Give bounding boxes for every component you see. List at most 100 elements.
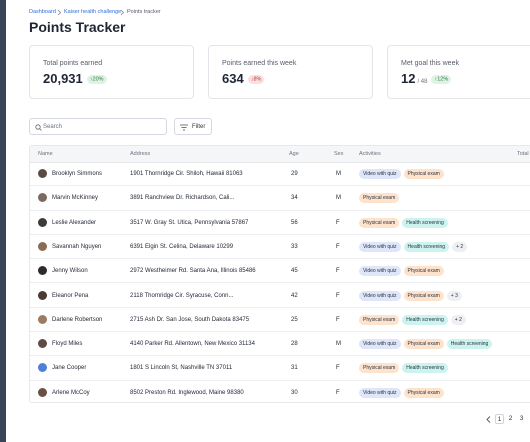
breadcrumb-separator xyxy=(120,9,125,16)
breadcrumb-link[interactable]: Kaiser health challenge xyxy=(64,9,122,15)
name-cell: Leslie Alexander xyxy=(52,219,97,226)
stat-label: Met goal this week xyxy=(401,60,459,67)
name-cell: Floyd Miles xyxy=(52,341,83,348)
avatar xyxy=(38,217,47,227)
column-header: Age xyxy=(289,151,299,157)
sex-cell: M xyxy=(336,171,341,177)
table-row[interactable]: Leslie Alexander 3517 W. Gray St. Utica, … xyxy=(30,211,530,235)
page-number[interactable]: 2 xyxy=(508,415,513,422)
avatar xyxy=(38,241,47,251)
activity-tag: Health screening xyxy=(402,363,448,374)
age-cell: 25 xyxy=(291,316,298,323)
address-cell: 3891 Ranchview Dr. Richardson, Cali... xyxy=(130,195,235,202)
table-row[interactable]: Floyd Miles 4140 Parker Rd. Allentown, Ne… xyxy=(30,332,530,357)
activity-tag: Video with quiz xyxy=(359,290,401,301)
avatar xyxy=(38,169,47,178)
stat-value: 20,931 ↑20% xyxy=(43,71,107,86)
address-cell: 1801 S Lincoln St, Nashville TN 37011 xyxy=(130,365,233,372)
column-header: Address xyxy=(130,151,151,157)
name-cell: Jenny Wilson xyxy=(52,268,88,275)
table-header: Name Address Age Sex Activities Total points xyxy=(30,146,530,163)
address-cell: 8502 Preston Rd. Inglewood, Maine 98380 xyxy=(130,389,244,396)
age-cell: 45 xyxy=(291,268,298,275)
activity-tag: + 2 xyxy=(450,314,466,325)
activity-tag: Physical exam xyxy=(359,193,400,204)
name-cell: Brooklyn Simmons xyxy=(52,171,103,177)
stat-suffix: / 48 xyxy=(417,79,428,85)
address-cell: 4140 Parker Rd. Allentown, New Mexico 31… xyxy=(130,341,255,348)
table-row[interactable]: Arlene McCoy 8502 Preston Rd. Inglewood, … xyxy=(30,381,530,402)
sex-cell: M xyxy=(336,341,341,348)
name-cell: Savannah Nguyen xyxy=(52,243,102,250)
activity-tag: + 3 xyxy=(446,290,462,301)
name-cell: Marvin McKinney xyxy=(52,195,99,202)
sex-cell: M xyxy=(336,195,341,202)
avatar xyxy=(38,363,47,373)
breadcrumb-link[interactable]: Dashboard xyxy=(29,9,56,15)
column-header: Name xyxy=(38,151,53,157)
page-number[interactable]: 3 xyxy=(519,415,524,422)
stat-number: 12 xyxy=(401,71,416,86)
activity-tag: Video with quiz xyxy=(359,241,401,252)
stat-badge: ↑12% xyxy=(431,74,452,84)
stat-badge: ↑20% xyxy=(86,74,107,84)
page-number[interactable]: 1 xyxy=(495,414,504,424)
table-row[interactable]: Darlene Robertson 2715 Ash Dr. San Jose, … xyxy=(30,308,530,333)
avatar xyxy=(38,266,47,276)
avatar xyxy=(38,193,47,203)
table-row[interactable]: Marvin McKinney 3891 Ranchview Dr. Richar… xyxy=(30,186,530,211)
search-input[interactable]: Search xyxy=(29,118,167,135)
activity-tag: Video with quiz xyxy=(359,387,401,398)
search-icon xyxy=(35,124,42,131)
filter-icon xyxy=(180,124,188,131)
avatar xyxy=(38,290,47,300)
name-cell: Arlene McCoy xyxy=(52,389,90,396)
stat-card: Total points earned 20,931 ↑20% xyxy=(29,45,194,99)
filter-button[interactable]: Filter xyxy=(174,118,212,135)
activity-tag: Physical exam xyxy=(359,363,400,374)
avatar xyxy=(38,339,47,349)
name-cell: Jane Cooper xyxy=(52,365,87,372)
activity-tag: Health screening xyxy=(403,241,450,252)
activity-tag: Health screening xyxy=(446,339,493,350)
address-cell: 2715 Ash Dr. San Jose, South Dakota 8347… xyxy=(130,316,250,323)
table-row[interactable]: Jane Cooper 1801 S Lincoln St, Nashville … xyxy=(30,356,530,381)
activity-tag: Video with quiz xyxy=(359,339,401,350)
avatar xyxy=(38,387,47,397)
address-cell: 6391 Elgin St. Celina, Delaware 10299 xyxy=(130,243,234,250)
address-cell: 2118 Thornridge Cir. Syracuse, Conn... xyxy=(130,292,234,299)
stat-card: Met goal this week 12/ 48 ↑12% xyxy=(387,45,530,99)
column-header: Sex xyxy=(334,151,344,157)
activity-tag: Physical exam xyxy=(403,339,444,350)
column-header: Total points xyxy=(517,151,530,157)
sidebar xyxy=(0,0,6,442)
age-cell: 29 xyxy=(291,171,298,177)
filter-label: Filter xyxy=(192,123,206,130)
address-cell: 1901 Thornridge Cir. Shiloh, Hawaii 8106… xyxy=(130,171,243,177)
table-row[interactable]: Eleanor Pena 2118 Thornridge Cir. Syracus… xyxy=(30,284,530,308)
breadcrumb-separator xyxy=(57,9,62,16)
activity-tag: Physical exam xyxy=(403,387,444,398)
table-row[interactable]: Savannah Nguyen 6391 Elgin St. Celina, De… xyxy=(30,235,530,260)
activity-tag: Physical exam xyxy=(359,314,400,325)
age-cell: 56 xyxy=(291,219,298,226)
table-row[interactable]: Jenny Wilson 2972 Westheimer Rd. Santa An… xyxy=(30,259,530,284)
stat-label: Points earned this week xyxy=(222,60,297,67)
sex-cell: F xyxy=(336,243,340,250)
age-cell: 31 xyxy=(291,365,298,372)
activity-tag: + 2 xyxy=(452,241,468,252)
pagination-prev[interactable] xyxy=(485,415,493,424)
sex-cell: F xyxy=(336,365,340,372)
stat-badge: ↓8% xyxy=(247,74,265,84)
stat-value: 634 ↓8% xyxy=(222,71,265,86)
stat-label: Total points earned xyxy=(43,60,103,67)
activity-tag: Physical exam xyxy=(359,217,400,228)
table-row[interactable]: Brooklyn Simmons 1901 Thornridge Cir. Shi… xyxy=(30,162,530,187)
name-cell: Darlene Robertson xyxy=(52,316,103,323)
sex-cell: F xyxy=(336,219,340,226)
age-cell: 34 xyxy=(291,195,298,202)
address-cell: 2972 Westheimer Rd. Santa Ana, Illinois … xyxy=(130,268,256,275)
